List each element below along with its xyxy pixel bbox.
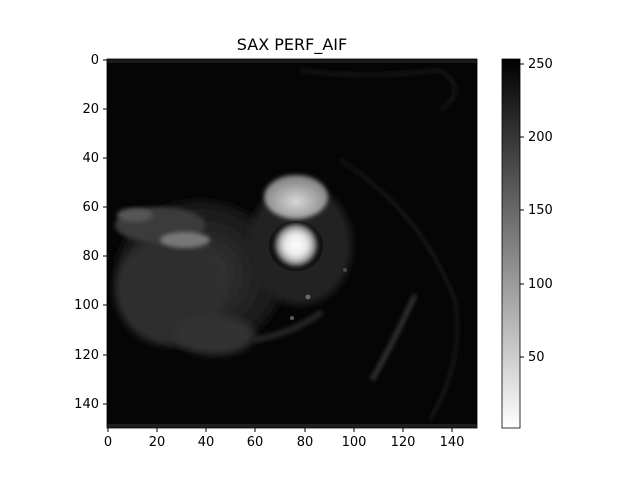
colorbar: 50 100 150 200 250	[501, 57, 553, 429]
mri-image	[107, 59, 477, 428]
x-axis: 0 20 40 60 80 100 120 140	[104, 428, 465, 450]
y-tick-label: 120	[74, 348, 99, 363]
x-tick-label: 40	[198, 435, 215, 450]
y-tick-label: 80	[82, 249, 99, 264]
colorbar-tick-label: 200	[528, 130, 553, 145]
y-tick-label: 0	[91, 53, 99, 68]
y-tick-label: 20	[82, 102, 99, 117]
plot-title: SAX PERF_AIF	[237, 35, 347, 55]
y-tick-label: 140	[74, 397, 99, 412]
x-tick-label: 60	[247, 435, 264, 450]
colorbar-tick-label: 50	[528, 350, 545, 365]
x-tick-label: 80	[297, 435, 314, 450]
x-tick-label: 0	[104, 435, 112, 450]
y-tick-label: 60	[82, 200, 99, 215]
colorbar-gradient	[501, 58, 521, 429]
x-tick-label: 120	[391, 435, 416, 450]
x-tick-label: 100	[342, 435, 367, 450]
y-tick-label: 40	[82, 151, 99, 166]
x-tick-label: 20	[149, 435, 166, 450]
image-frame	[106, 58, 478, 429]
colorbar-tick-label: 150	[528, 203, 553, 218]
colorbar-tick-label: 100	[528, 277, 553, 292]
colorbar-tick-label: 250	[528, 57, 553, 72]
x-tick-label: 140	[440, 435, 465, 450]
y-tick-label: 100	[74, 298, 99, 313]
y-axis: 0 20 40 60 80 100 120 140	[74, 53, 107, 412]
